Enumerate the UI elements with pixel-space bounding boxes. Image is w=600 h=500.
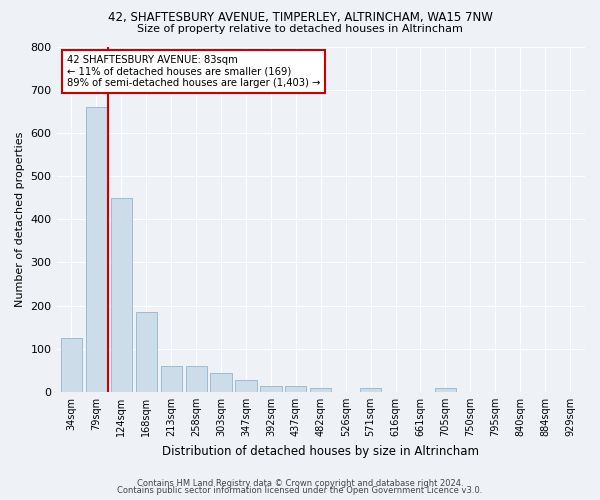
- Y-axis label: Number of detached properties: Number of detached properties: [15, 132, 25, 307]
- Text: 42, SHAFTESBURY AVENUE, TIMPERLEY, ALTRINCHAM, WA15 7NW: 42, SHAFTESBURY AVENUE, TIMPERLEY, ALTRI…: [107, 11, 493, 24]
- Bar: [435, 388, 456, 392]
- Text: 42 SHAFTESBURY AVENUE: 83sqm
← 11% of detached houses are smaller (169)
89% of s: 42 SHAFTESBURY AVENUE: 83sqm ← 11% of de…: [67, 55, 320, 88]
- Bar: [285, 386, 307, 392]
- Text: Size of property relative to detached houses in Altrincham: Size of property relative to detached ho…: [137, 24, 463, 34]
- Bar: [260, 386, 281, 392]
- X-axis label: Distribution of detached houses by size in Altrincham: Distribution of detached houses by size …: [162, 444, 479, 458]
- Bar: [235, 380, 257, 392]
- Bar: [211, 374, 232, 392]
- Bar: [360, 388, 381, 392]
- Bar: [86, 107, 107, 392]
- Bar: [161, 366, 182, 392]
- Bar: [185, 366, 207, 392]
- Bar: [136, 312, 157, 392]
- Text: Contains public sector information licensed under the Open Government Licence v3: Contains public sector information licen…: [118, 486, 482, 495]
- Bar: [61, 338, 82, 392]
- Text: Contains HM Land Registry data © Crown copyright and database right 2024.: Contains HM Land Registry data © Crown c…: [137, 478, 463, 488]
- Bar: [111, 198, 132, 392]
- Bar: [310, 388, 331, 392]
